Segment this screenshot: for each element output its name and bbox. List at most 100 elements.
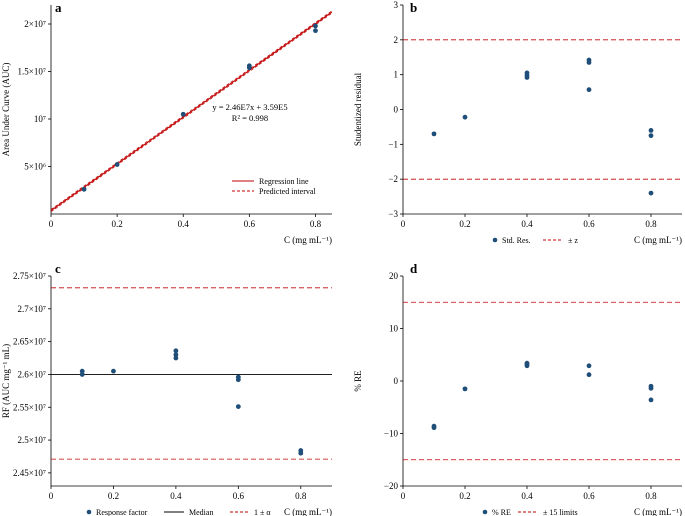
- x-tick-label: 0: [401, 219, 406, 229]
- data-point: [114, 162, 120, 167]
- y-tick-label: 5×10⁶: [24, 162, 46, 172]
- regression-equation: y = 2.46E7x + 3.59E5: [212, 102, 287, 112]
- x-tick-label: 0: [49, 219, 54, 229]
- x-axis-label: C (mg mL⁻¹): [634, 507, 682, 516]
- legend-interval-label: Predicted interval: [259, 187, 316, 196]
- x-tick-label: 0.2: [459, 491, 470, 501]
- data-point: [648, 397, 654, 403]
- y-tick-label: 2.65×10⁷: [13, 337, 46, 347]
- legend-points-label: % RE: [492, 508, 511, 516]
- y-tick-label: 2.6×10⁷: [18, 369, 46, 379]
- y-tick-label: −2: [388, 174, 398, 184]
- data-point: [298, 448, 304, 453]
- y-tick-label: 2.55×10⁷: [13, 402, 46, 412]
- y-tick-label: 1.5×10⁷: [18, 67, 46, 77]
- panel-b: b 0 0.2 0.4 0.6 0.8 −3 −2 −1 0 1 2 3 Studentized res…: [353, 0, 682, 245]
- legend-median-label: Median: [189, 508, 213, 516]
- panel-c: c 0 0.2 0.4 0.6 0.8 2.45×10⁷ 2.5×10⁷ 2.55×10⁷ 2.…: [1, 261, 332, 516]
- y-tick-label: 2.7×10⁷: [18, 304, 46, 314]
- data-point: [246, 63, 252, 69]
- x-tick-label: 0.8: [645, 491, 657, 501]
- y-axis-label: Area Under Curve (AUC): [1, 63, 11, 157]
- data-point: [462, 114, 468, 120]
- data-point: [173, 348, 179, 354]
- y-tick-label: 2.5×10⁷: [18, 435, 46, 445]
- y-axis-label: % RE: [353, 370, 363, 392]
- y-tick-label: 10: [389, 324, 399, 334]
- x-tick-label: 0.6: [583, 219, 595, 229]
- y-tick-label: −20: [384, 481, 399, 491]
- legend-points-swatch: [86, 509, 92, 515]
- data-point: [524, 360, 530, 366]
- predicted-interval-upper: [51, 10, 332, 210]
- x-tick-label: 0.2: [459, 219, 470, 229]
- y-tick-label: 3: [394, 0, 399, 10]
- data-point: [524, 70, 530, 76]
- y-tick-label: −3: [388, 209, 398, 219]
- x-axis-label: C (mg mL⁻¹): [284, 235, 332, 245]
- legend-limit-label: ± z: [568, 236, 578, 245]
- x-tick-label: 0.4: [178, 219, 190, 229]
- data-point: [648, 127, 654, 133]
- data-point: [586, 372, 592, 378]
- legend-regression-label: Regression line: [259, 177, 309, 186]
- data-point: [79, 368, 85, 374]
- predicted-interval-lower: [51, 12, 332, 213]
- data-point: [648, 385, 654, 391]
- x-tick-label: 0.4: [521, 219, 533, 229]
- r-squared: R² = 0.998: [232, 113, 268, 123]
- data-point: [313, 28, 318, 34]
- data-point: [173, 352, 179, 358]
- x-tick-label: 0.4: [521, 491, 533, 501]
- regression-line: [51, 11, 332, 212]
- panel-a: a 0 0.2 0.4 0.6 0.8 5×10⁶ 10⁷ 1.5×10⁷ 2×10⁷ Area …: [1, 0, 332, 245]
- legend-points-swatch: [482, 509, 488, 515]
- legend-points-swatch: [492, 237, 498, 243]
- y-tick-label: −10: [384, 429, 399, 439]
- y-tick-label: 0: [394, 105, 399, 115]
- data-point: [79, 372, 85, 377]
- y-tick-label: 2×10⁷: [24, 19, 46, 29]
- x-tick-label: 0.6: [233, 491, 245, 501]
- y-tick-label: 20: [389, 271, 399, 281]
- data-point: [111, 368, 116, 374]
- y-tick-label: 1: [394, 70, 399, 80]
- y-tick-label: −1: [388, 139, 398, 149]
- data-point: [431, 131, 437, 137]
- x-tick-label: 0.8: [310, 219, 322, 229]
- x-tick-label: 0.8: [645, 219, 657, 229]
- y-tick-label: 2: [394, 35, 399, 45]
- y-tick-label: 2.75×10⁷: [13, 271, 46, 281]
- legend-alpha-label: 1 ± α: [254, 508, 271, 516]
- panel-c-letter: c: [55, 261, 61, 276]
- x-tick-label: 0.6: [244, 219, 256, 229]
- y-axis-label: RF (AUC mg⁻¹ mL): [1, 344, 11, 418]
- panel-d-letter: d: [410, 261, 418, 276]
- x-tick-label: 0.6: [583, 491, 595, 501]
- plot-area: [403, 39, 682, 196]
- data-point: [648, 190, 654, 196]
- x-axis-label: C (mg mL⁻¹): [284, 507, 332, 516]
- panel-b-letter: b: [410, 0, 417, 15]
- data-point: [81, 186, 87, 192]
- data-point: [235, 404, 241, 409]
- data-point: [648, 133, 654, 139]
- panel-d: d 0 0.2 0.4 0.6 0.8 −20 −10 0 10 20 % RE C (mg mL⁻¹…: [353, 261, 682, 516]
- data-point: [586, 87, 592, 93]
- data-point: [235, 374, 241, 380]
- plot-area: [51, 10, 332, 213]
- data-point: [462, 386, 468, 392]
- x-tick-label: 0.2: [111, 219, 122, 229]
- data-point: [431, 425, 437, 431]
- y-tick-label: 0: [394, 376, 399, 386]
- y-tick-label: 2.45×10⁷: [13, 468, 46, 478]
- data-point: [180, 111, 186, 117]
- legend-limit-label: ± 15 limits: [543, 508, 578, 516]
- x-tick-label: 0.8: [295, 491, 307, 501]
- panel-a-letter: a: [55, 0, 62, 15]
- plot-area: [403, 301, 682, 461]
- x-tick-label: 0: [49, 491, 54, 501]
- plot-area: [51, 287, 332, 460]
- legend-points-label: Std. Res.: [502, 236, 531, 245]
